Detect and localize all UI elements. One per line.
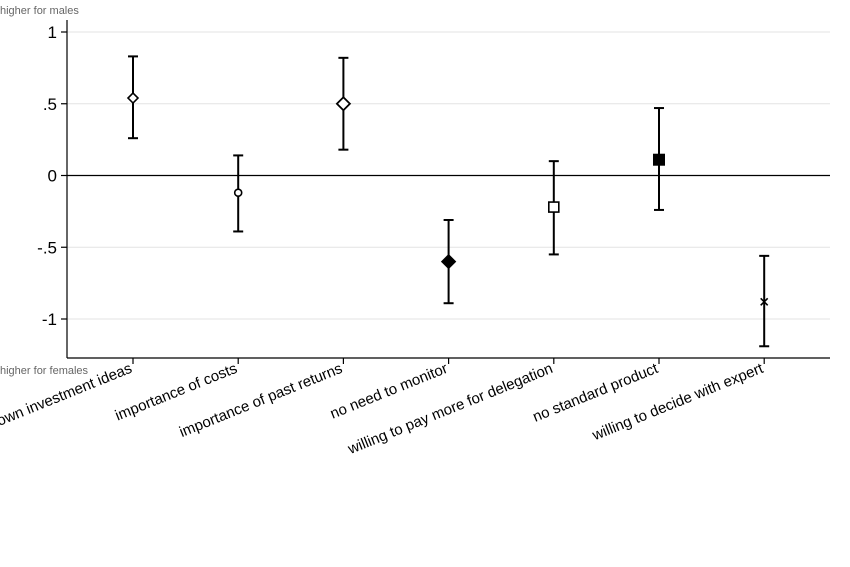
marker-square-open	[547, 201, 560, 213]
data-point	[759, 254, 770, 348]
y-tick-label: .5	[43, 95, 57, 114]
bottom-note: higher for females	[0, 365, 89, 377]
category-label: willing to pay more for delegation	[345, 360, 556, 458]
data-point	[547, 160, 560, 256]
marker-diamond-open	[126, 91, 140, 105]
marker-diamond-filled	[440, 253, 457, 270]
y-tick-label: 1	[48, 23, 57, 42]
data-point	[126, 55, 140, 140]
y-tick-label: -1	[42, 310, 57, 329]
marker-x-stroke	[760, 297, 769, 306]
data-point	[233, 154, 244, 233]
marker-square-filled	[653, 153, 665, 166]
data-point	[335, 56, 352, 151]
y-tick-label: -.5	[37, 238, 57, 257]
top-note: higher for males	[0, 5, 79, 17]
marker-diamond-open	[335, 95, 352, 112]
data-point	[440, 218, 457, 305]
axes	[66, 20, 830, 364]
data-series	[126, 55, 770, 348]
y-axis-ticks: 1 .5 0 -.5 -1	[37, 23, 67, 329]
marker-circle-open	[233, 188, 243, 198]
category-label: willing to decide with expert	[589, 360, 766, 445]
data-point	[653, 107, 665, 211]
y-tick-label: 0	[48, 167, 57, 186]
